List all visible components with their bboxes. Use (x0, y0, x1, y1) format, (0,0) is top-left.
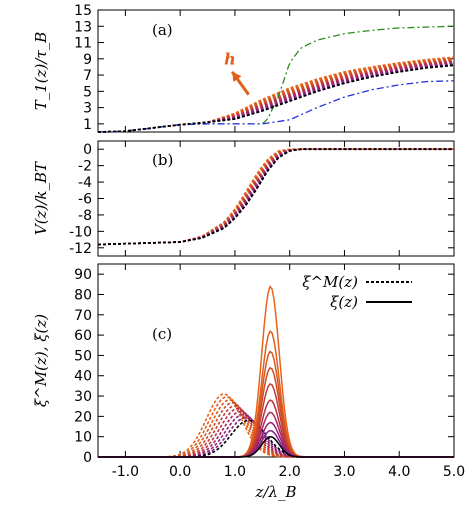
panel-a-black-line (97, 64, 455, 133)
panel-c-solid-line (98, 435, 454, 458)
y-tick-label: 9 (83, 52, 92, 68)
y-tick-label: 20 (74, 409, 92, 425)
x-tick-label: 1.0 (224, 464, 246, 480)
panel-b-ylabel: V(z)/k_BT (32, 161, 50, 235)
y-tick-label: 1 (83, 117, 92, 133)
y-tick-label: 60 (74, 328, 92, 344)
h-arrow-label: h (224, 49, 236, 68)
y-tick-label: -10 (69, 224, 92, 240)
y-tick-label: 50 (74, 348, 92, 364)
legend-label-solid: ξ(z) (330, 293, 358, 311)
y-tick-label: 10 (74, 430, 92, 446)
panel-a-family-line (97, 59, 455, 133)
x-axis-label: z/λ_B (255, 483, 297, 501)
y-tick-label: 15 (74, 3, 92, 19)
panel-c-frame (97, 263, 455, 458)
panel-c-dashed-line (98, 404, 454, 458)
h-arrow (230, 70, 250, 96)
panel-c-dashed-line (98, 402, 454, 458)
y-tick-label: 0 (83, 142, 92, 158)
panel-a-blue-line (97, 80, 455, 133)
panel-b-black-line (97, 148, 454, 246)
y-tick-label: 11 (74, 36, 92, 52)
x-tick-label: 0.0 (169, 464, 191, 480)
panel-a-family-line (97, 62, 455, 133)
panel-c-tag: (c) (152, 325, 172, 343)
y-tick-label: -6 (78, 192, 92, 208)
panel-a-tag: (a) (152, 21, 173, 39)
y-tick-label: 5 (83, 84, 92, 100)
y-tick-label: 13 (74, 19, 92, 35)
y-tick-label: 7 (83, 68, 92, 84)
h-arrow-head (232, 71, 242, 83)
panel-a-green-line (97, 25, 455, 133)
y-tick-label: 30 (74, 389, 92, 405)
x-tick-label: -1.0 (112, 464, 139, 480)
panel-c-dashed-line (98, 416, 454, 458)
panel-a-family-line (97, 57, 455, 133)
panel-a-family-line (97, 58, 455, 133)
legend (366, 281, 412, 303)
y-tick-label: -4 (78, 175, 92, 191)
x-tick-label: 2.0 (279, 464, 301, 480)
y-tick-label: 40 (74, 369, 92, 385)
panel-b-tag: (b) (152, 151, 173, 169)
y-tick-label: -2 (78, 159, 92, 175)
panel-a-frame (97, 9, 455, 133)
y-tick-label: 70 (74, 308, 92, 324)
y-tick-label: 90 (74, 267, 92, 283)
y-tick-label: 80 (74, 287, 92, 303)
x-tick-label: 4.0 (388, 464, 410, 480)
legend-label-dashed: ξ^M(z) (302, 273, 358, 291)
y-tick-label: 0 (83, 450, 92, 466)
panel-a-family-line (97, 63, 455, 133)
panel-a-ylabel: T_1(z)/τ_B (32, 32, 50, 111)
panel-c-ylabel: ξ^M(z), ξ(z) (32, 314, 50, 407)
x-tick-label: 3.0 (333, 464, 355, 480)
y-tick-label: -12 (69, 241, 92, 257)
y-tick-label: -8 (78, 208, 92, 224)
panel-c-dashed-line (98, 419, 454, 458)
panel-a-family-line (97, 59, 455, 133)
panel-a-family-line (97, 61, 455, 133)
x-tick-label: 5.0 (443, 464, 465, 480)
panel-a-family-line (97, 56, 455, 133)
y-tick-label: 3 (83, 101, 92, 117)
